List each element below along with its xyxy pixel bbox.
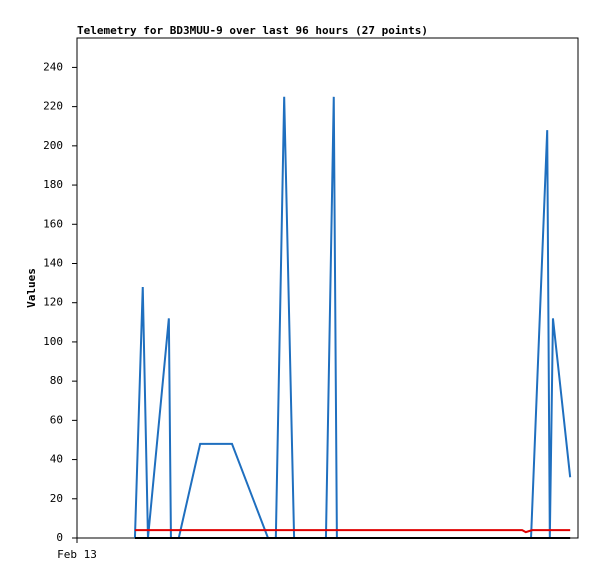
y-tick-label: 220 [43,100,63,113]
y-axis-label: Values [25,268,38,308]
y-tick-label: 240 [43,60,63,73]
y-tick-label: 20 [50,492,63,505]
y-tick-label: 200 [43,139,63,152]
y-tick-label: 0 [56,531,63,544]
y-tick-label: 140 [43,256,63,269]
y-tick-label: 100 [43,335,63,348]
series-line [134,529,571,534]
y-tick-label: 60 [50,413,63,426]
series-line [133,96,572,539]
y-tick-label: 80 [50,374,63,387]
y-tick-label: 160 [43,217,63,230]
y-tick-label: 40 [50,453,63,466]
y-tick-label: 180 [43,178,63,191]
x-tick-label: Feb 13 [57,548,97,561]
y-tick-label: 120 [43,296,63,309]
chart-title: Telemetry for BD3MUU-9 over last 96 hour… [77,24,428,37]
